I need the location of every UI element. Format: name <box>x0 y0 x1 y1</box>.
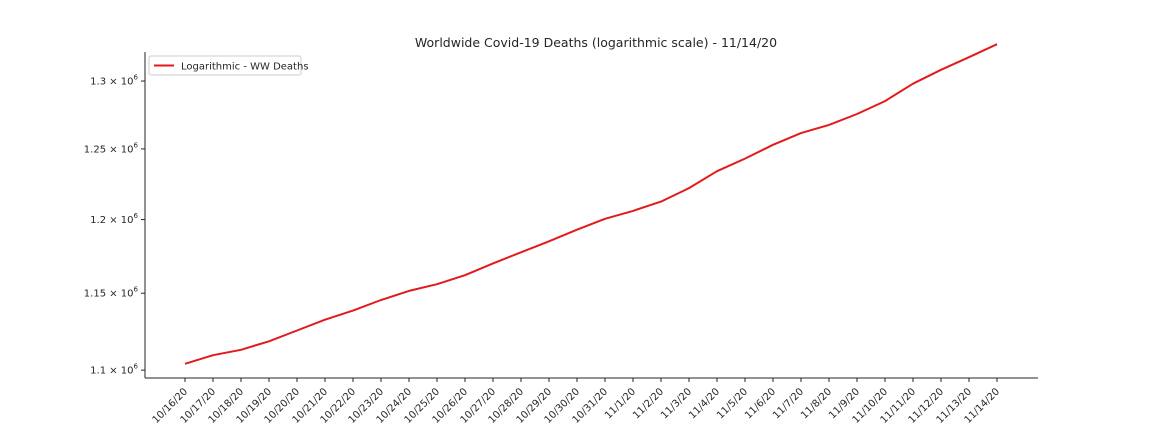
legend-label: Logarithmic - WW Deaths <box>181 62 309 73</box>
series-line-ww-deaths <box>184 43 998 365</box>
series-group <box>184 43 998 365</box>
y-tick-label: 1.1 × 106 <box>90 363 138 377</box>
x-tick-labels: 10/16/2010/17/2010/18/2010/19/2010/20/20… <box>151 378 1002 426</box>
y-tick-label: 1.25 × 106 <box>84 141 139 155</box>
y-tick-labels: 1.1 × 106 1.15 × 106 1.2 × 106 1.25 × 106 1.… <box>84 74 145 377</box>
y-tick-label: 1.3 × 106 <box>90 74 138 88</box>
y-tick-label: 1.2 × 106 <box>90 212 138 226</box>
chart-title: Worldwide Covid-19 Deaths (logarithmic s… <box>415 35 777 50</box>
legend: Logarithmic - WW Deaths <box>148 55 309 76</box>
y-tick-label: 1.15 × 106 <box>84 286 139 300</box>
legend-box <box>148 55 302 76</box>
